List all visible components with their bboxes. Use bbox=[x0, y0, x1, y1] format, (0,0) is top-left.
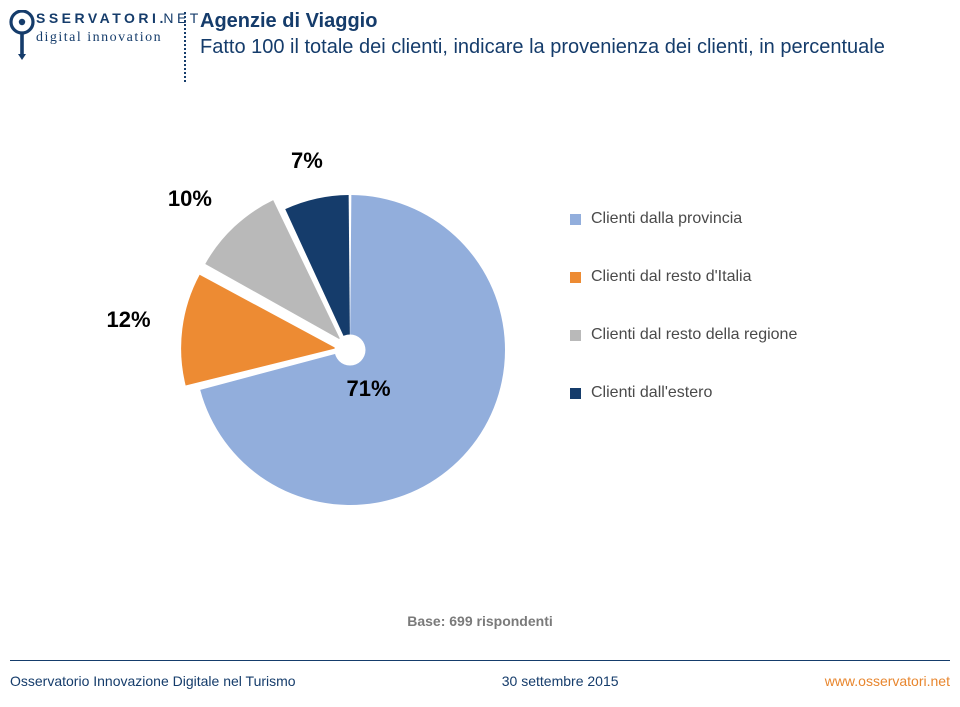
legend-label-italia: Clienti dal resto d'Italia bbox=[591, 268, 751, 286]
logo-main: SSERVATORI bbox=[36, 10, 159, 26]
pie-label-provincia: 71% bbox=[347, 376, 391, 402]
legend-label-estero: Clienti dall'estero bbox=[591, 384, 712, 402]
slide-title: Agenzie di Viaggio Fatto 100 il totale d… bbox=[200, 8, 940, 60]
title-line1: Agenzie di Viaggio bbox=[200, 8, 940, 34]
legend-item-regione: Clienti dal resto della regione bbox=[570, 326, 870, 344]
pie-label-regione: 10% bbox=[168, 186, 212, 212]
pie-center-disc bbox=[335, 335, 366, 366]
title-line2: Fatto 100 il totale dei clienti, indicar… bbox=[200, 34, 940, 60]
legend-swatch-regione bbox=[570, 330, 581, 341]
legend-item-italia: Clienti dal resto d'Italia bbox=[570, 268, 870, 286]
slide-footer: Osservatorio Innovazione Digitale nel Tu… bbox=[10, 673, 950, 689]
pie-label-estero: 7% bbox=[291, 148, 323, 174]
legend-swatch-provincia bbox=[570, 214, 581, 225]
pie-chart-area: 7%71%12%10% Clienti dalla provinciaClien… bbox=[0, 140, 960, 580]
footer-center: 30 settembre 2015 bbox=[502, 673, 619, 689]
logo-net: NET bbox=[163, 10, 202, 26]
logo-text-line2: digital innovation bbox=[36, 30, 162, 46]
legend-swatch-italia bbox=[570, 272, 581, 283]
footer-separator bbox=[10, 660, 950, 661]
legend-swatch-estero bbox=[570, 388, 581, 399]
legend-label-regione: Clienti dal resto della regione bbox=[591, 326, 797, 344]
logo-mark-icon bbox=[8, 10, 36, 66]
pie-svg bbox=[170, 170, 530, 530]
logo-text-line1: SSERVATORI.NET bbox=[36, 10, 202, 26]
header-dotted-separator bbox=[184, 12, 186, 82]
footer-right: www.osservatori.net bbox=[825, 673, 950, 689]
legend-item-provincia: Clienti dalla provincia bbox=[570, 210, 870, 228]
pie-legend: Clienti dalla provincia Clienti dal resto… bbox=[570, 210, 870, 442]
legend-label-provincia: Clienti dalla provincia bbox=[591, 210, 742, 228]
footer-left: Osservatorio Innovazione Digitale nel Tu… bbox=[10, 673, 296, 689]
pie-label-italia: 12% bbox=[106, 307, 150, 333]
pie-chart bbox=[170, 170, 530, 530]
legend-item-estero: Clienti dall'estero bbox=[570, 384, 870, 402]
base-note: Base: 699 rispondenti bbox=[0, 613, 960, 629]
